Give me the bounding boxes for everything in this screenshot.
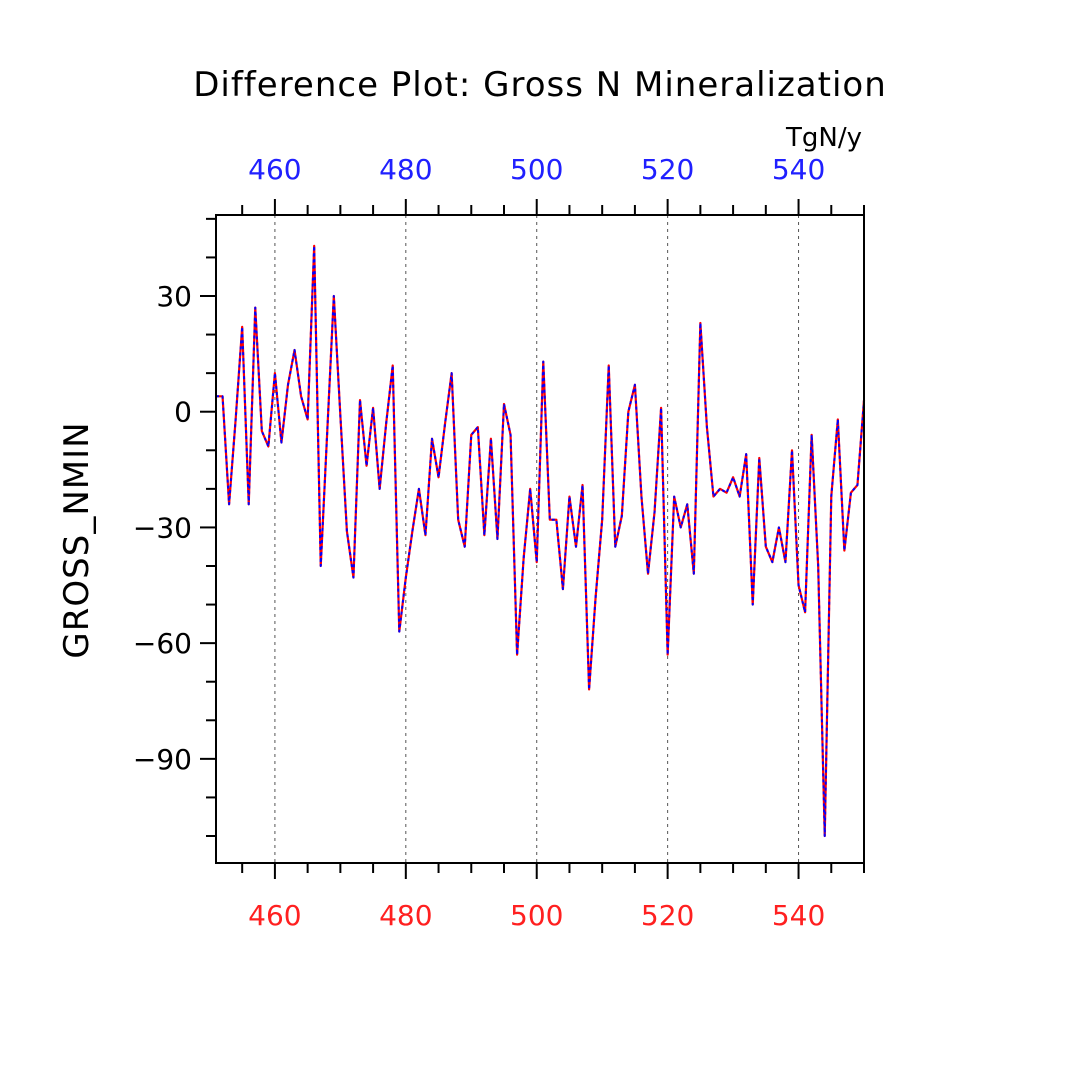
- x-tick-label-bottom-480: 480: [379, 899, 432, 932]
- y-tick-label-4: −90: [133, 743, 192, 776]
- x-tick-label-bottom-500: 500: [510, 899, 563, 932]
- y-axis-label: GROSS_NMIN: [57, 421, 97, 658]
- axis-tick-labels: 460 460 480 480 500 500 520 520 540 540 30 0 −30 −60 −…: [133, 153, 825, 932]
- x-tick-label-top-480: 480: [379, 153, 432, 186]
- y-tick-label-3: −60: [133, 627, 192, 660]
- units-label: TgN/y: [785, 123, 862, 153]
- plot-frame: [215, 214, 865, 864]
- series-line-bottom: [216, 244, 866, 838]
- series-layer: [216, 244, 866, 838]
- x-tick-label-bottom-520: 520: [641, 899, 694, 932]
- x-tick-label-top-500: 500: [510, 153, 563, 186]
- axis-ticks: [200, 199, 865, 879]
- x-tick-label-top-520: 520: [641, 153, 694, 186]
- x-tick-label-top-540: 540: [772, 153, 825, 186]
- x-tick-label-top-460: 460: [248, 153, 301, 186]
- x-tick-label-bottom-460: 460: [248, 899, 301, 932]
- y-tick-label-0: 30: [156, 280, 192, 313]
- chart-title: Difference Plot: Gross N Mineralization: [193, 65, 887, 105]
- y-tick-label-2: −30: [133, 511, 192, 544]
- y-tick-label-1: 0: [174, 396, 192, 429]
- series-line-top: [216, 244, 865, 837]
- x-tick-label-bottom-540: 540: [772, 899, 825, 932]
